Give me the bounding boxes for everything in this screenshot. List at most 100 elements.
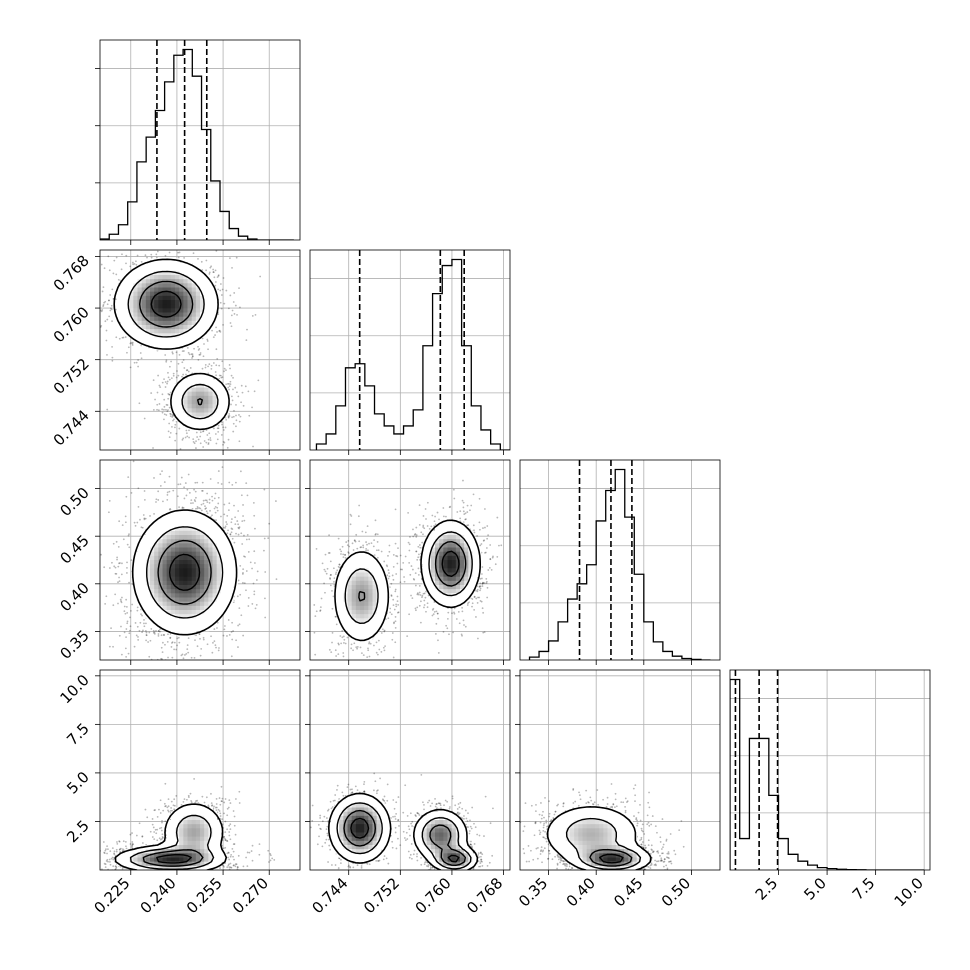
sample-point <box>107 511 110 514</box>
density-cell <box>175 618 180 623</box>
sample-point <box>169 507 172 510</box>
density-cell <box>191 576 197 582</box>
density-cell <box>166 300 172 305</box>
density-cell <box>212 593 218 598</box>
sample-point <box>189 367 192 369</box>
density-cell <box>154 555 159 561</box>
density-cell <box>162 341 168 347</box>
density-cell <box>216 593 222 598</box>
density-cell <box>116 312 122 318</box>
sample-point <box>191 353 194 356</box>
density-cell <box>158 618 163 623</box>
density-cell <box>208 379 213 384</box>
density-cell <box>158 614 163 619</box>
sample-point <box>238 607 241 610</box>
density-cell <box>162 564 168 569</box>
density-cell <box>183 510 188 515</box>
density-cell <box>166 585 172 590</box>
sample-point <box>239 593 242 596</box>
sample-point <box>199 637 201 640</box>
sample-point <box>166 380 169 383</box>
density-cell <box>204 387 209 393</box>
density-cell <box>195 291 201 297</box>
density-cell <box>200 287 205 293</box>
density-cell <box>137 266 143 272</box>
density-cell <box>195 580 201 586</box>
sample-point <box>390 613 393 616</box>
density-cell <box>200 589 205 594</box>
density-cell <box>179 341 184 347</box>
density-cell <box>145 576 151 582</box>
sample-point <box>395 603 398 606</box>
density-cell <box>166 262 172 268</box>
density-cell <box>195 275 201 280</box>
sample-point <box>162 500 164 503</box>
density-cell <box>225 593 230 598</box>
sample-point <box>124 521 127 524</box>
density-cell <box>183 300 188 305</box>
sample-point <box>217 502 220 505</box>
sample-point <box>125 605 128 608</box>
density-cell <box>225 580 230 586</box>
sample-point <box>195 447 197 449</box>
density-cell <box>191 568 197 573</box>
density-cell <box>133 568 138 573</box>
sample-point <box>390 594 393 597</box>
density-cell <box>125 325 130 330</box>
density-cell <box>195 614 201 619</box>
density-cell <box>137 576 143 582</box>
density-cell <box>191 539 197 544</box>
density-cell <box>166 291 172 297</box>
sample-point <box>214 433 217 435</box>
histogram-1 <box>315 258 510 450</box>
density-cell <box>154 308 159 313</box>
density-cell <box>204 601 209 607</box>
density-cell <box>158 547 163 553</box>
density-cell <box>175 395 180 401</box>
sample-point <box>145 622 147 625</box>
density-cell <box>229 576 234 582</box>
density-cell <box>195 555 201 561</box>
sample-point <box>100 324 103 327</box>
density-cell <box>200 316 205 322</box>
sample-point <box>179 448 182 450</box>
sample-point <box>160 646 163 649</box>
density-cell <box>179 560 184 565</box>
density-cell <box>200 379 205 384</box>
density-cell <box>170 400 176 405</box>
density-cell <box>162 601 168 607</box>
density-cell <box>195 404 201 409</box>
density-cell <box>162 316 168 322</box>
sample-point <box>163 378 165 380</box>
sample-point <box>142 514 145 516</box>
x-tick-label: 5.0 <box>800 874 830 904</box>
density-cell <box>225 572 230 578</box>
density-cell <box>145 304 151 309</box>
sample-point <box>161 381 164 384</box>
sample-point <box>209 509 211 512</box>
sample-point <box>227 529 229 532</box>
sample-point <box>233 409 235 412</box>
sample-point <box>155 498 158 501</box>
density-cell <box>179 404 184 409</box>
sample-point <box>214 284 217 287</box>
sample-point <box>331 607 334 610</box>
density-cell <box>170 576 176 582</box>
sample-point <box>212 271 215 273</box>
sample-point <box>178 251 181 254</box>
sample-point <box>181 507 184 510</box>
sample-point <box>228 415 231 417</box>
density-cell <box>170 543 176 548</box>
sample-point <box>264 597 266 600</box>
sample-point <box>212 268 215 271</box>
density-cell <box>187 316 193 322</box>
density-cell <box>166 518 172 523</box>
density-cell <box>166 535 172 540</box>
sample-point <box>329 577 331 579</box>
sample-point <box>217 496 220 499</box>
sample-point <box>179 483 182 486</box>
sample-point <box>231 621 234 624</box>
sample-point <box>166 491 169 494</box>
sample-point <box>120 625 122 628</box>
density-cell <box>212 589 218 594</box>
